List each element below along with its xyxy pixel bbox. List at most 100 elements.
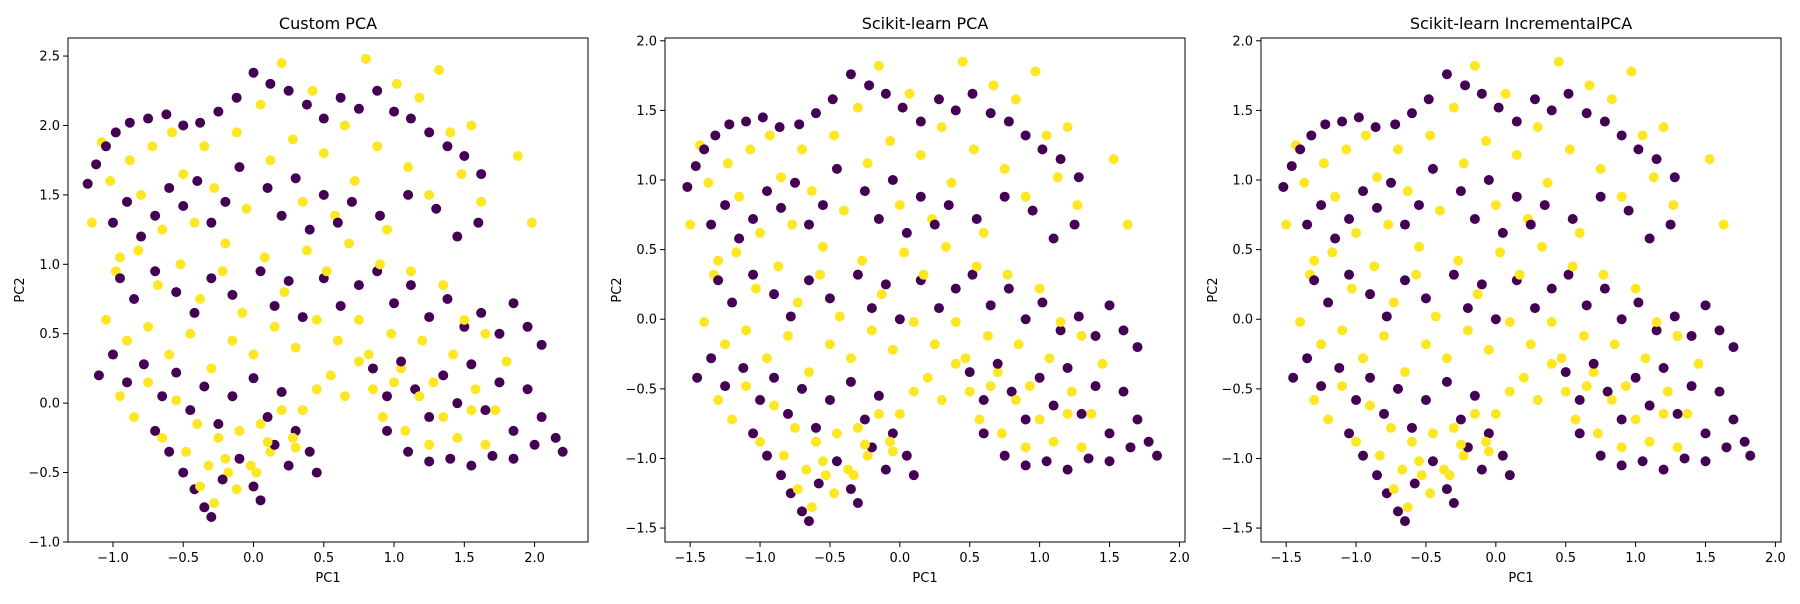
point-class-1 — [1122, 219, 1133, 230]
point-class-0 — [1658, 464, 1669, 475]
x-tick-label: 0.0 — [1485, 551, 1506, 566]
point-class-1 — [1662, 386, 1673, 397]
point-class-0 — [1302, 353, 1313, 364]
point-class-1 — [372, 141, 383, 152]
point-class-0 — [1714, 386, 1725, 397]
point-class-0 — [262, 412, 273, 423]
scatter-points — [1278, 56, 1756, 527]
point-class-0 — [265, 78, 276, 89]
point-class-0 — [1344, 428, 1355, 439]
x-tick-label: 2.0 — [524, 551, 545, 566]
point-class-1 — [1299, 177, 1310, 188]
x-tick-label: 0.0 — [889, 551, 910, 566]
point-class-0 — [346, 196, 357, 207]
point-class-1 — [349, 176, 360, 187]
point-class-1 — [133, 245, 144, 256]
point-class-1 — [152, 280, 163, 291]
point-class-0 — [845, 376, 856, 387]
point-class-0 — [405, 113, 416, 124]
axes-frame — [1260, 37, 1782, 543]
point-class-1 — [783, 330, 794, 341]
point-class-0 — [794, 119, 805, 130]
point-class-1 — [1630, 414, 1641, 425]
point-class-1 — [438, 412, 449, 423]
point-class-1 — [227, 335, 238, 346]
point-class-1 — [1413, 456, 1424, 467]
point-class-0 — [1560, 367, 1571, 378]
point-class-0 — [1427, 163, 1438, 174]
point-class-0 — [967, 269, 978, 280]
point-class-1 — [1323, 414, 1334, 425]
point-class-0 — [466, 460, 477, 471]
point-class-0 — [748, 213, 759, 224]
point-class-0 — [255, 266, 266, 277]
point-class-0 — [206, 217, 217, 228]
point-class-1 — [414, 92, 425, 103]
point-class-0 — [522, 321, 533, 332]
point-class-0 — [431, 203, 442, 214]
point-class-0 — [248, 373, 259, 384]
point-class-0 — [136, 231, 147, 242]
point-class-1 — [806, 186, 817, 197]
point-class-0 — [1686, 381, 1697, 392]
point-class-1 — [501, 356, 512, 367]
point-class-0 — [100, 141, 111, 152]
point-class-0 — [1529, 94, 1540, 105]
point-class-1 — [403, 162, 414, 173]
point-class-1 — [1630, 283, 1641, 294]
point-class-0 — [557, 446, 568, 457]
axes-frame — [664, 37, 1186, 543]
point-class-1 — [1020, 442, 1031, 453]
point-class-1 — [181, 446, 192, 457]
point-class-0 — [1003, 283, 1014, 294]
point-class-1 — [922, 372, 933, 383]
point-class-1 — [792, 297, 803, 308]
y-tick-label: −1.0 — [625, 452, 657, 467]
point-class-0 — [1511, 116, 1522, 127]
point-class-0 — [1020, 314, 1031, 325]
point-class-0 — [901, 227, 912, 238]
point-class-1 — [1434, 205, 1445, 216]
point-class-0 — [1420, 394, 1431, 405]
point-class-1 — [1504, 317, 1515, 328]
point-class-0 — [1104, 300, 1115, 311]
point-class-0 — [213, 106, 224, 117]
point-class-0 — [1669, 172, 1680, 183]
point-class-1 — [459, 314, 470, 325]
point-class-0 — [1302, 219, 1313, 230]
point-class-0 — [887, 428, 898, 439]
point-class-1 — [1490, 408, 1501, 419]
point-class-0 — [248, 481, 259, 492]
point-class-0 — [353, 103, 364, 114]
point-class-1 — [1672, 442, 1683, 453]
point-class-1 — [1397, 464, 1408, 475]
point-class-1 — [1620, 381, 1631, 392]
point-class-0 — [1686, 330, 1697, 341]
point-class-0 — [367, 363, 378, 374]
point-class-0 — [1637, 456, 1648, 467]
point-class-0 — [978, 428, 989, 439]
point-class-0 — [1286, 161, 1297, 172]
point-class-1 — [778, 450, 789, 461]
point-class-1 — [834, 311, 845, 322]
point-class-1 — [1609, 339, 1620, 350]
point-class-1 — [1337, 325, 1348, 336]
point-class-0 — [304, 224, 315, 235]
point-class-0 — [1351, 394, 1362, 405]
point-class-1 — [1360, 130, 1371, 141]
point-class-0 — [824, 293, 835, 304]
point-class-0 — [1448, 269, 1459, 280]
point-class-0 — [382, 425, 393, 436]
point-class-0 — [810, 108, 821, 119]
point-class-1 — [1413, 241, 1424, 252]
point-class-1 — [1556, 353, 1567, 364]
axes-frame — [67, 37, 589, 543]
point-class-1 — [764, 130, 775, 141]
point-class-1 — [1542, 177, 1553, 188]
point-class-0 — [999, 450, 1010, 461]
point-class-0 — [1651, 154, 1662, 165]
point-class-0 — [1365, 372, 1376, 383]
point-class-1 — [129, 412, 140, 423]
point-class-0 — [1295, 144, 1306, 155]
point-class-1 — [367, 384, 378, 395]
